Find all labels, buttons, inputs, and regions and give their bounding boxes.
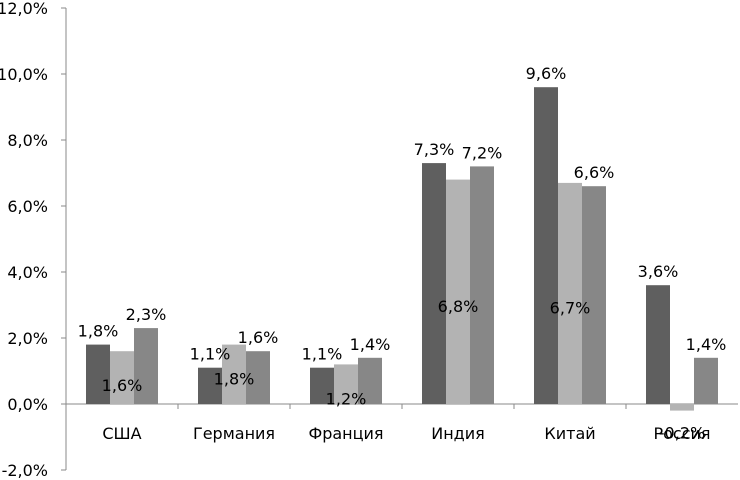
x-tick-label: Россия — [653, 424, 710, 443]
bar — [246, 351, 270, 404]
data-label: 6,8% — [438, 297, 479, 316]
bar — [422, 163, 446, 404]
bar — [222, 344, 246, 404]
data-label: 6,6% — [574, 163, 615, 182]
data-label: 7,3% — [414, 140, 455, 159]
bar — [334, 364, 358, 404]
y-tick-label: 4,0% — [7, 263, 48, 282]
bar — [310, 367, 334, 404]
bar — [646, 285, 670, 404]
y-tick-label: 2,0% — [7, 329, 48, 348]
bar — [446, 179, 470, 404]
data-label: 1,4% — [686, 335, 727, 354]
x-tick-label: Франция — [308, 424, 383, 443]
y-tick-label: -2,0% — [2, 461, 48, 480]
bar — [558, 182, 582, 404]
data-label: 1,8% — [214, 370, 255, 389]
data-label: 1,8% — [78, 322, 119, 341]
data-label: -0,2% — [659, 424, 705, 443]
data-label: 1,6% — [238, 328, 279, 347]
bar — [694, 357, 718, 404]
bar — [86, 344, 110, 404]
y-tick-label: 10,0% — [0, 65, 48, 84]
y-tick-label: 12,0% — [0, 0, 48, 18]
data-label: 1,4% — [350, 335, 391, 354]
bar — [358, 357, 382, 404]
data-label: 1,6% — [102, 376, 143, 395]
data-label: 7,2% — [462, 143, 503, 162]
x-tick-label: США — [102, 424, 141, 443]
y-tick-label: 8,0% — [7, 131, 48, 150]
bar — [198, 367, 222, 404]
data-label: 1,1% — [190, 345, 231, 364]
bar — [670, 404, 694, 411]
x-tick-label: Индия — [431, 424, 485, 443]
data-label: 9,6% — [526, 64, 567, 83]
data-label: 2,3% — [126, 305, 167, 324]
y-tick-label: 0,0% — [7, 395, 48, 414]
x-tick-label: Китай — [544, 424, 595, 443]
x-tick-label: Германия — [193, 424, 275, 443]
data-label: 1,2% — [326, 389, 367, 408]
data-label: 1,1% — [302, 345, 343, 364]
data-label: 3,6% — [638, 262, 679, 281]
bar — [110, 351, 134, 404]
bar — [582, 186, 606, 404]
bar — [470, 166, 494, 404]
bar — [534, 87, 558, 404]
y-tick-label: 6,0% — [7, 197, 48, 216]
bar — [134, 328, 158, 404]
data-label: 6,7% — [550, 298, 591, 317]
chart-bars — [86, 87, 718, 411]
chart-labels: США 1,8% 1,6% 2,3% Германия 1,1% 1,8% 1,6% Франц… — [78, 64, 727, 443]
